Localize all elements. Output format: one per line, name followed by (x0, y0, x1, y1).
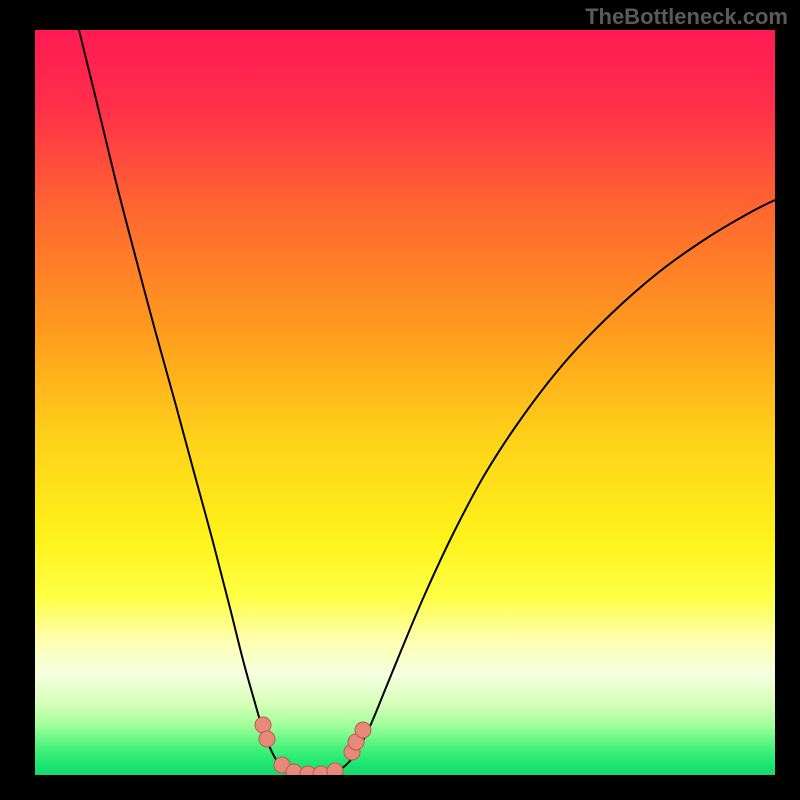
watermark-text: TheBottleneck.com (585, 4, 788, 30)
gradient-background (35, 30, 775, 775)
plot-area (35, 30, 775, 775)
